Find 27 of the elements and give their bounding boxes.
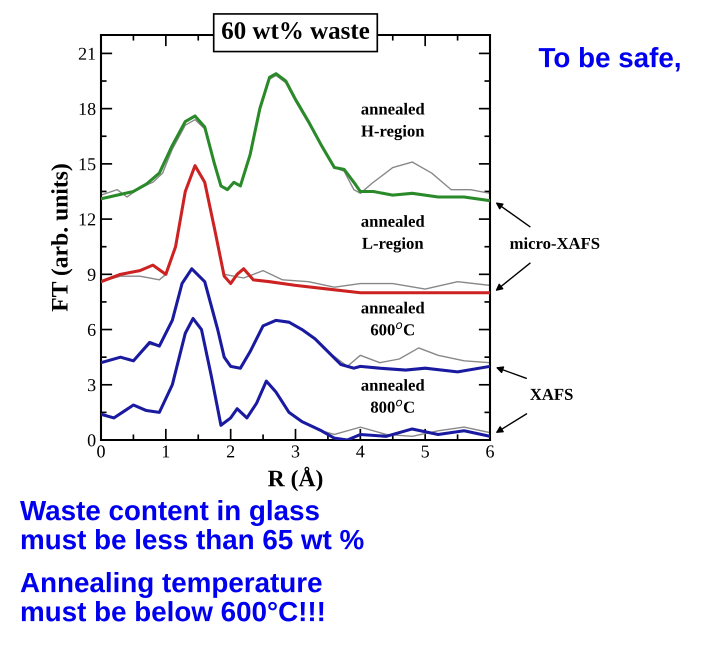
y-axis-title: FT (arb. units)	[51, 164, 73, 312]
y-tick-label: 18	[80, 102, 96, 116]
text: Waste content in glass must be less than 65 wt %	[20, 500, 364, 550]
y-tick-label: 9	[88, 268, 96, 281]
annotation: annealed H-region	[361, 102, 425, 140]
annotation: annealed L-region	[361, 215, 425, 252]
text: XAFS	[530, 388, 573, 400]
chart-title: 60 wt% waste	[222, 22, 370, 40]
x-tick-label: 4	[356, 446, 365, 458]
text: Annealing temperature must be below 600°C!!!	[20, 572, 324, 622]
x-tick-label: 5	[422, 446, 429, 458]
text: To be safe,	[538, 47, 680, 72]
annotation: annealed 800$^{o}$C	[361, 379, 425, 413]
y-tick-label: 21	[78, 48, 96, 60]
y-tick-label: 15	[80, 158, 96, 170]
y-tick-label: 0	[88, 434, 96, 446]
x-tick-label: 3	[292, 445, 300, 458]
annotation: annealed 600$^{o}$C	[361, 302, 425, 336]
x-tick-label: 6	[486, 445, 494, 458]
y-tick-label: 12	[80, 213, 96, 226]
text: micro-XAFS	[510, 237, 600, 250]
y-tick-label: 3	[88, 379, 96, 392]
x-tick-label: 0	[97, 445, 105, 458]
x-tick-label: 1	[162, 445, 170, 458]
x-tick-label: 2	[226, 445, 234, 458]
y-tick-label: 6	[88, 324, 96, 336]
x-axis-title: R (Å)	[268, 466, 322, 492]
